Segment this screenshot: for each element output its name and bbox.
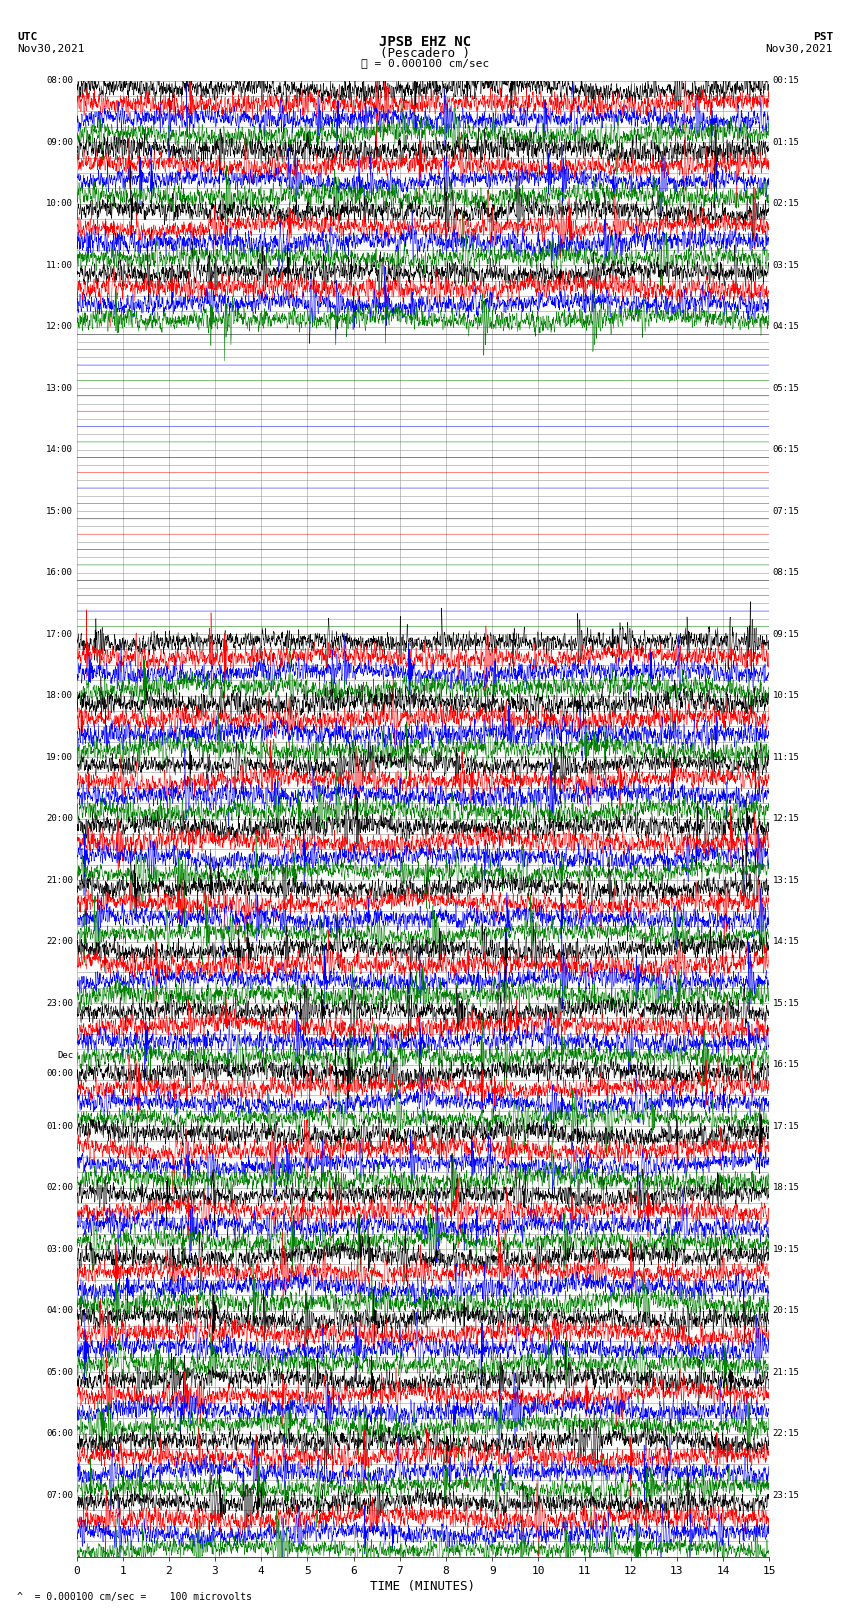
Text: 17:15: 17:15 [773, 1121, 800, 1131]
Text: 19:15: 19:15 [773, 1245, 800, 1253]
Text: 13:00: 13:00 [46, 384, 73, 392]
Text: 09:15: 09:15 [773, 629, 800, 639]
Text: 14:00: 14:00 [46, 445, 73, 455]
Text: PST: PST [813, 32, 833, 42]
Text: 03:00: 03:00 [46, 1245, 73, 1253]
Text: 04:15: 04:15 [773, 323, 800, 331]
Text: 23:15: 23:15 [773, 1490, 800, 1500]
Text: 06:00: 06:00 [46, 1429, 73, 1439]
Text: 10:00: 10:00 [46, 198, 73, 208]
Text: 07:00: 07:00 [46, 1490, 73, 1500]
Text: 05:00: 05:00 [46, 1368, 73, 1376]
Text: 16:00: 16:00 [46, 568, 73, 577]
Text: 20:00: 20:00 [46, 815, 73, 823]
Text: 00:00: 00:00 [46, 1069, 73, 1077]
Text: 15:15: 15:15 [773, 998, 800, 1008]
Text: 03:15: 03:15 [773, 261, 800, 269]
Text: 16:15: 16:15 [773, 1060, 800, 1069]
Text: 09:00: 09:00 [46, 137, 73, 147]
Text: 10:15: 10:15 [773, 690, 800, 700]
Text: 11:15: 11:15 [773, 753, 800, 761]
Text: 18:00: 18:00 [46, 690, 73, 700]
Text: 00:15: 00:15 [773, 76, 800, 85]
Text: 17:00: 17:00 [46, 629, 73, 639]
Text: 21:15: 21:15 [773, 1368, 800, 1376]
Text: 08:00: 08:00 [46, 76, 73, 85]
Text: ^  = 0.000100 cm/sec =    100 microvolts: ^ = 0.000100 cm/sec = 100 microvolts [17, 1592, 252, 1602]
Text: 12:00: 12:00 [46, 323, 73, 331]
Text: 15:00: 15:00 [46, 506, 73, 516]
Text: 05:15: 05:15 [773, 384, 800, 392]
Text: 22:15: 22:15 [773, 1429, 800, 1439]
Text: 20:15: 20:15 [773, 1307, 800, 1315]
Text: 11:00: 11:00 [46, 261, 73, 269]
Text: 19:00: 19:00 [46, 753, 73, 761]
Text: 22:00: 22:00 [46, 937, 73, 947]
Text: Nov30,2021: Nov30,2021 [17, 44, 84, 53]
Text: Nov30,2021: Nov30,2021 [766, 44, 833, 53]
Text: ⎸ = 0.000100 cm/sec: ⎸ = 0.000100 cm/sec [361, 58, 489, 68]
Text: 14:15: 14:15 [773, 937, 800, 947]
Text: 01:15: 01:15 [773, 137, 800, 147]
Text: 18:15: 18:15 [773, 1182, 800, 1192]
Text: 08:15: 08:15 [773, 568, 800, 577]
Text: 12:15: 12:15 [773, 815, 800, 823]
Text: 13:15: 13:15 [773, 876, 800, 884]
Text: 23:00: 23:00 [46, 998, 73, 1008]
Text: JPSB EHZ NC: JPSB EHZ NC [379, 35, 471, 50]
Text: (Pescadero ): (Pescadero ) [380, 47, 470, 60]
Text: 02:00: 02:00 [46, 1182, 73, 1192]
Text: 21:00: 21:00 [46, 876, 73, 884]
X-axis label: TIME (MINUTES): TIME (MINUTES) [371, 1579, 475, 1592]
Text: UTC: UTC [17, 32, 37, 42]
Text: 01:00: 01:00 [46, 1121, 73, 1131]
Text: 07:15: 07:15 [773, 506, 800, 516]
Text: 02:15: 02:15 [773, 198, 800, 208]
Text: Dec: Dec [57, 1052, 73, 1060]
Text: 04:00: 04:00 [46, 1307, 73, 1315]
Text: 06:15: 06:15 [773, 445, 800, 455]
